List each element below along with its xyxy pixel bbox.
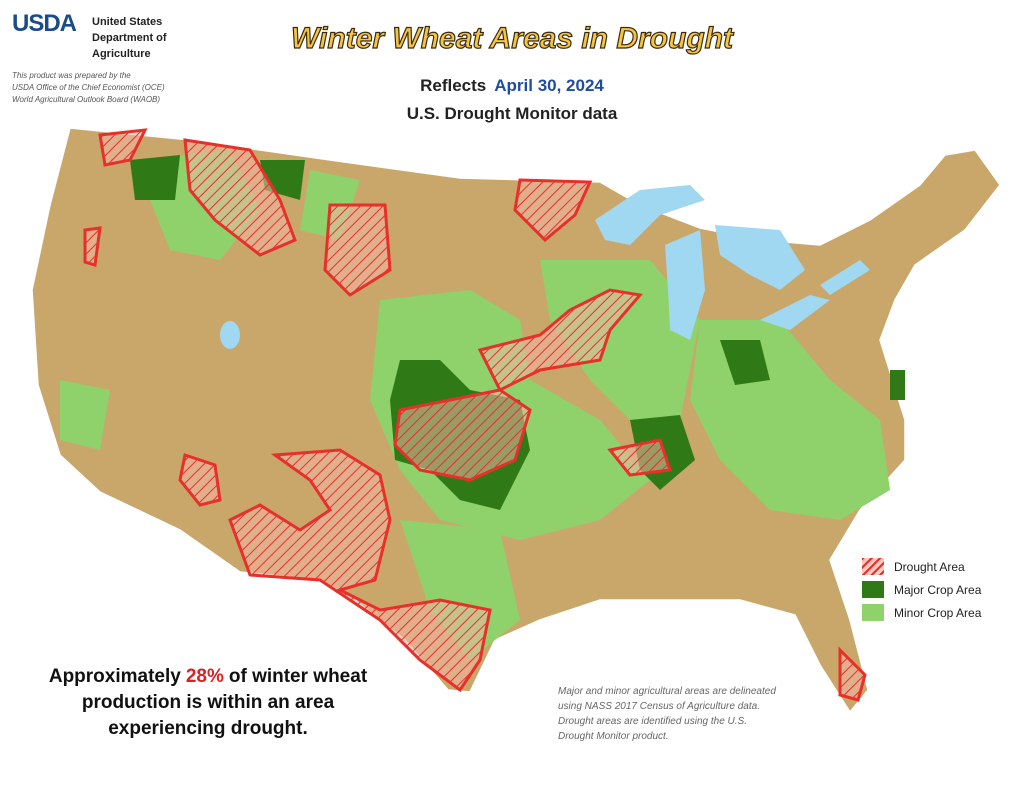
credit: This product was prepared by the USDA Of… bbox=[12, 70, 165, 106]
drought-area bbox=[83, 128, 867, 702]
statement-text: Approximately bbox=[48, 666, 181, 687]
legend-item: Drought Area bbox=[862, 555, 981, 578]
note: Major and minor agricultural areas are d… bbox=[558, 686, 776, 742]
legend: Drought Area Major Crop Area Minor Crop Ar… bbox=[862, 555, 981, 624]
statement-line: experiencing drought. bbox=[18, 716, 398, 742]
statement-line: Approximately 28% of winter wheat bbox=[18, 664, 398, 690]
great-lakes bbox=[220, 185, 870, 349]
statement-line: production is within an area bbox=[18, 690, 398, 716]
credit-line: This product was prepared by the bbox=[12, 71, 131, 80]
agency-logo: USDA bbox=[12, 10, 77, 37]
date: April 30, 2024 bbox=[494, 76, 604, 95]
statement-text: 28% bbox=[185, 666, 224, 687]
department-line: Department of bbox=[92, 32, 167, 44]
legend-item: Minor Crop Area bbox=[862, 601, 981, 624]
title: Winter Wheat Areas in Drought bbox=[290, 21, 733, 55]
credit-line: USDA Office of the Chief Economist (OCE) bbox=[12, 83, 165, 92]
legend-swatch bbox=[862, 558, 884, 575]
legend-label: Drought Area bbox=[894, 559, 965, 574]
legend-label: Minor Crop Area bbox=[894, 605, 982, 620]
department-line: United States bbox=[92, 16, 163, 28]
legend-item: Major Crop Area bbox=[862, 578, 981, 601]
legend-swatch bbox=[862, 581, 884, 598]
statement: Approximately 28% of winter wheat productio… bbox=[18, 664, 398, 742]
statement-text: experiencing drought. bbox=[108, 718, 308, 739]
legend-swatch bbox=[862, 604, 884, 621]
credit-line: World Agricultural Outlook Board (WAOB) bbox=[12, 95, 161, 104]
statement-text: of winter wheat bbox=[228, 666, 368, 687]
reflects-label: Reflects bbox=[420, 76, 487, 95]
subtitle: U.S. Drought Monitor data bbox=[406, 104, 618, 123]
statement-text: production is within an area bbox=[81, 692, 335, 713]
department: United States Department of Agriculture bbox=[92, 14, 167, 62]
department-line: Agriculture bbox=[92, 48, 151, 60]
reflects: Reflects April 30, 2024 bbox=[0, 76, 1024, 96]
legend-label: Major Crop Area bbox=[894, 582, 982, 597]
